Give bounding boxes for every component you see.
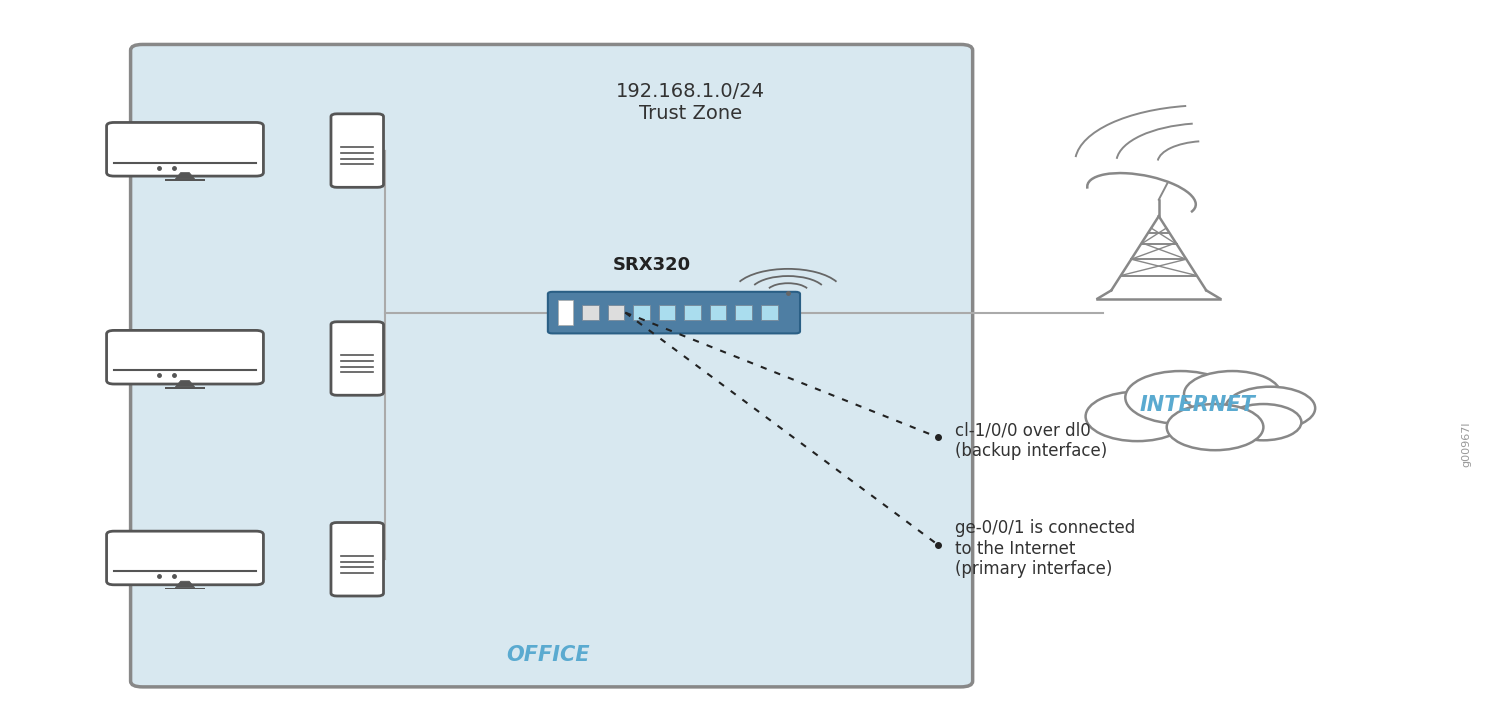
Circle shape [1184,371,1280,417]
FancyBboxPatch shape [710,305,726,320]
Bar [165,588,204,589]
Text: g00967l: g00967l [1462,422,1471,467]
Circle shape [1225,386,1315,429]
FancyBboxPatch shape [735,305,752,320]
FancyBboxPatch shape [107,331,264,384]
FancyBboxPatch shape [330,322,384,395]
FancyBboxPatch shape [107,531,264,585]
Polygon shape [176,173,195,179]
FancyBboxPatch shape [608,305,624,320]
FancyBboxPatch shape [558,300,573,325]
FancyBboxPatch shape [659,305,675,320]
Polygon shape [176,381,195,387]
Text: cl-1/0/0 over dl0
(backup interface): cl-1/0/0 over dl0 (backup interface) [955,422,1106,460]
Text: 192.168.1.0/24
Trust Zone: 192.168.1.0/24 Trust Zone [615,82,766,123]
Circle shape [1126,371,1235,424]
FancyBboxPatch shape [761,305,778,320]
FancyBboxPatch shape [330,523,384,596]
Polygon shape [176,581,195,588]
Circle shape [1166,404,1264,450]
Bar [120,537,251,571]
FancyBboxPatch shape [548,292,800,333]
Bar [165,179,204,181]
FancyBboxPatch shape [107,123,264,176]
FancyBboxPatch shape [131,44,973,687]
Text: OFFICE: OFFICE [506,645,590,665]
Circle shape [1225,404,1301,440]
FancyBboxPatch shape [330,114,384,187]
FancyBboxPatch shape [684,305,701,320]
Circle shape [1085,391,1189,441]
Text: INTERNET: INTERNET [1139,395,1256,415]
Bar [165,387,204,389]
FancyBboxPatch shape [582,305,599,320]
Bar [120,336,251,371]
FancyBboxPatch shape [633,305,650,320]
Bar [120,128,251,163]
Text: SRX320: SRX320 [612,256,690,274]
Text: ge-0/0/1 is connected
to the Internet
(primary interface): ge-0/0/1 is connected to the Internet (p… [955,518,1135,579]
